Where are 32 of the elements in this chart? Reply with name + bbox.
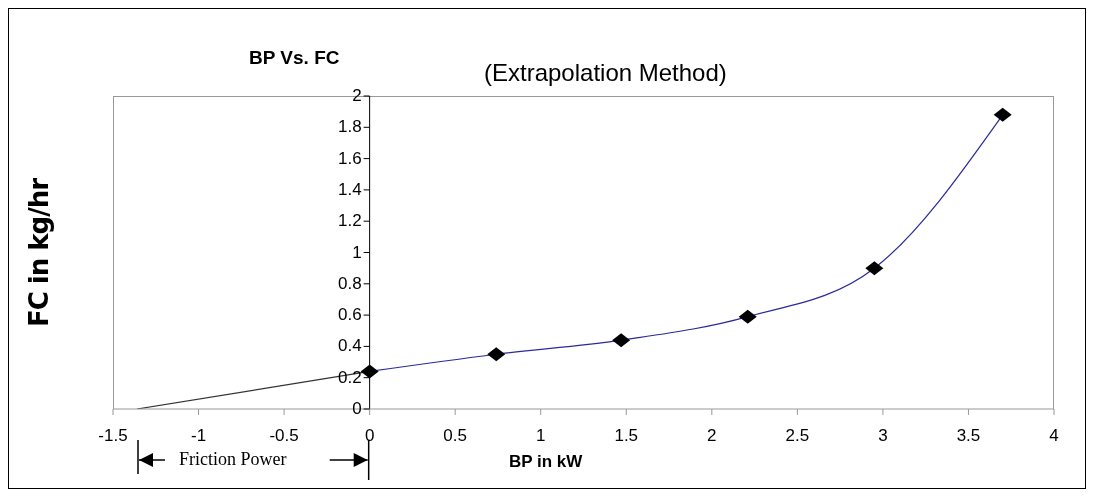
y-axis-title: FC in kg/hr [24,178,54,327]
point [738,309,757,324]
point [487,347,506,362]
x-axis-title: BP in kW [509,452,583,472]
y-tick-label: 1 [352,242,362,262]
x-tick-label: 0.5 [443,426,467,446]
text: Friction Power [178,449,287,470]
x-tick-label: -1.5 [98,426,128,446]
chart-subtitle: (Extrapolation Method) [484,59,727,87]
y-tick-label: 1.6 [338,148,362,168]
x-tick-label: 3 [878,426,888,446]
x-tick-label: 3.5 [956,426,981,446]
y-tick-label: 0 [352,399,362,418]
y-tick-label: 0.6 [338,305,362,325]
x-tick-label: -1 [190,426,207,446]
x-tick-label: 1.5 [614,426,639,446]
point [360,364,379,379]
point [993,107,1012,122]
y-tick-label: 0.4 [338,336,362,356]
x-tick-label: 1 [535,426,546,446]
chart-title: BP Vs. FC [249,47,340,69]
x-tick-label: 2 [707,426,717,446]
y-tick-label: 1.2 [338,211,362,231]
y-tick-label: 2 [352,86,362,105]
y-tick-label: 1.8 [338,117,362,137]
y-tick-label: 0.8 [338,273,362,293]
y-tick-label: 1.4 [338,179,362,199]
x-tick-label: 2.5 [785,426,810,446]
x-tick-label: -0.5 [269,426,299,446]
x-tick-label: 4 [1049,426,1059,446]
point [612,333,631,348]
point [865,261,884,276]
